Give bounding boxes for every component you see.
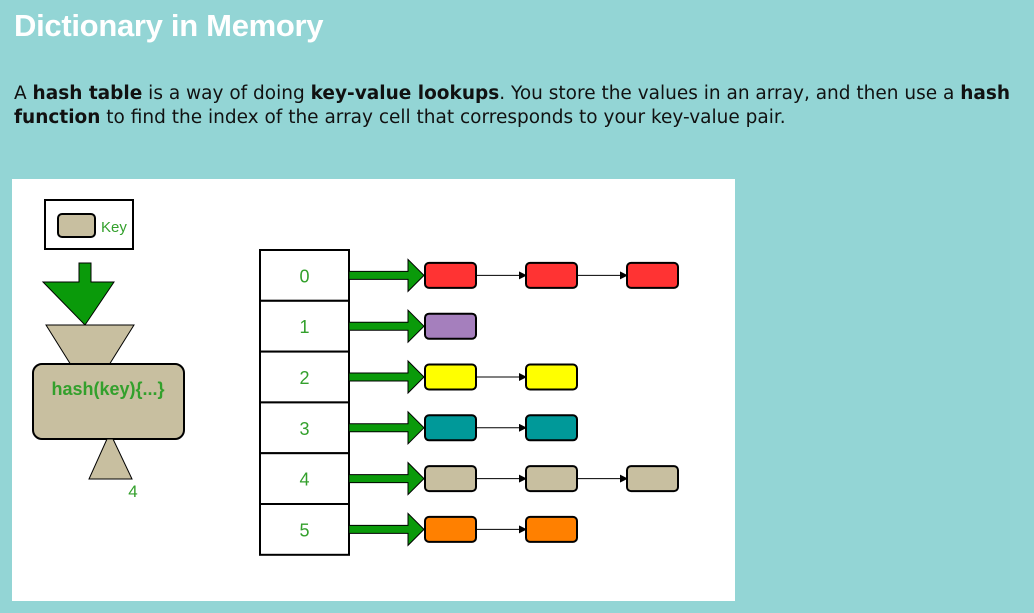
array-index-2: 2 bbox=[299, 368, 309, 388]
array-cell-4 bbox=[259, 452, 350, 506]
array-cells: 0 1 2 3 4 5 bbox=[259, 249, 350, 556]
bucket-arrow-5 bbox=[348, 512, 425, 547]
bucket-arrow-4 bbox=[348, 461, 425, 496]
term-key-value-lookups: key-value lookups bbox=[310, 83, 500, 104]
bucket-arrow-1 bbox=[348, 308, 425, 344]
text-segment: is a way of doing bbox=[142, 83, 311, 104]
description-paragraph: A hash table is a way of doing key-value… bbox=[14, 82, 1024, 130]
chain-node-5-0 bbox=[424, 515, 477, 543]
chain-node-5-1 bbox=[525, 515, 578, 543]
array-cell-5 bbox=[259, 503, 350, 556]
array-cell-1 bbox=[259, 299, 350, 353]
chain-node-0-2 bbox=[626, 261, 679, 289]
array-index-0: 0 bbox=[299, 266, 309, 286]
funnel-top-icon bbox=[45, 324, 135, 366]
hash-function-box bbox=[32, 363, 185, 440]
funnel-bottom-icon bbox=[88, 438, 133, 480]
text-segment: . You store the values in an array, and … bbox=[499, 83, 961, 104]
term-hash-function: hash function bbox=[14, 83, 1011, 128]
page-title: Dictionary in Memory bbox=[14, 8, 324, 43]
key-sample-swatch bbox=[57, 213, 96, 238]
diagram-canvas: Key hash(key){...} 4 0 1 2 3 4 5 bbox=[32, 199, 679, 556]
array-index-4: 4 bbox=[299, 470, 309, 490]
chain-node-2-1 bbox=[525, 363, 578, 391]
bucket-arrow-0 bbox=[348, 258, 425, 293]
hash-output-value: 4 bbox=[128, 482, 137, 501]
chain-node-3-1 bbox=[525, 414, 578, 442]
hash-function-label: hash(key){...} bbox=[51, 379, 164, 399]
hash-table-diagram: Key hash(key){...} 4 0 1 2 3 4 5 bbox=[12, 179, 735, 601]
bucket-chains bbox=[348, 258, 679, 547]
array-index-1: 1 bbox=[299, 317, 309, 337]
chain-node-4-1 bbox=[525, 465, 578, 493]
bucket-arrow-2 bbox=[348, 359, 425, 395]
text-segment: to find the index of the array cell that… bbox=[100, 107, 786, 128]
chain-node-1-0 bbox=[424, 312, 477, 340]
chain-node-2-0 bbox=[424, 363, 477, 391]
chain-node-0-0 bbox=[424, 261, 477, 289]
array-index-3: 3 bbox=[299, 419, 309, 439]
chain-node-3-0 bbox=[424, 414, 477, 442]
chain-node-0-1 bbox=[525, 261, 578, 289]
text-segment: A bbox=[14, 83, 33, 104]
bucket-arrow-3 bbox=[348, 410, 425, 446]
chain-node-4-0 bbox=[424, 465, 477, 493]
chain-node-4-2 bbox=[626, 465, 679, 493]
array-index-5: 5 bbox=[299, 520, 309, 540]
array-cell-2 bbox=[259, 350, 350, 404]
key-label: Key bbox=[101, 219, 127, 236]
term-hash-table: hash table bbox=[32, 83, 143, 104]
big-down-arrow-icon bbox=[41, 262, 115, 326]
